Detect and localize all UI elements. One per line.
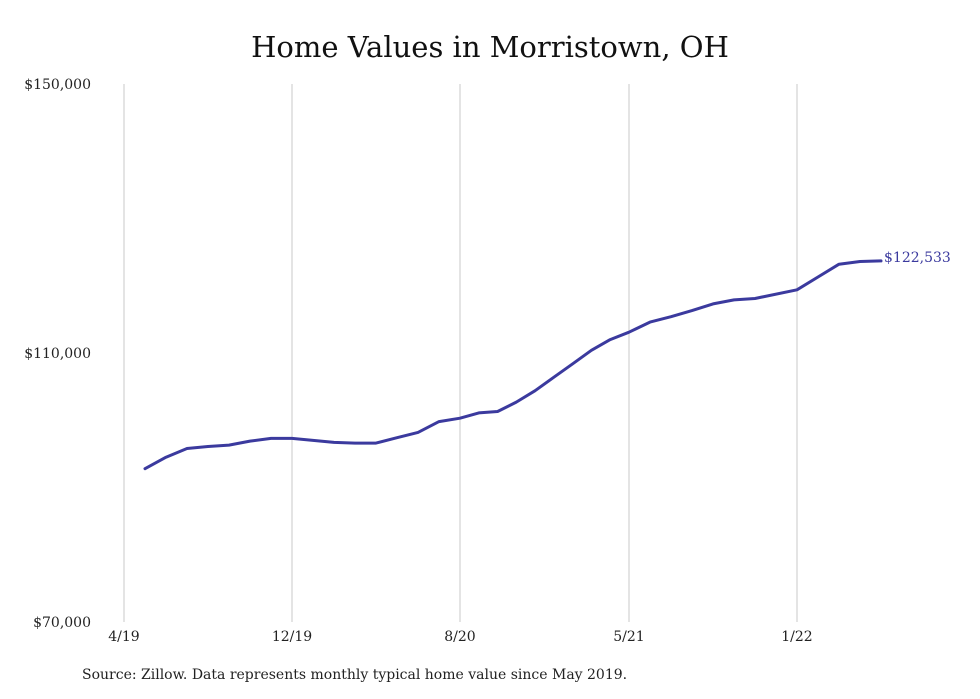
chart-title: Home Values in Morristown, OH — [251, 30, 729, 64]
source-note: Source: Zillow. Data represents monthly … — [82, 667, 628, 683]
y-tick-label: $110,000 — [24, 346, 91, 362]
x-tick-label: 1/22 — [781, 629, 812, 645]
x-tick-label: 8/20 — [444, 629, 475, 645]
y-tick-label: $70,000 — [33, 615, 91, 631]
series-line — [143, 259, 883, 471]
end-value-label: $122,533 — [884, 250, 951, 266]
grid-lines — [123, 84, 798, 622]
x-axis-labels: 4/19 12/19 8/20 5/21 1/22 — [108, 629, 812, 645]
series-layer: $122,533 — [143, 250, 951, 471]
x-tick-label: 12/19 — [272, 629, 312, 645]
y-axis-labels: $70,000 $110,000 $150,000 — [24, 77, 91, 631]
y-tick-label: $150,000 — [24, 77, 91, 93]
x-tick-label: 4/19 — [108, 629, 139, 645]
x-tick-label: 5/21 — [613, 629, 644, 645]
